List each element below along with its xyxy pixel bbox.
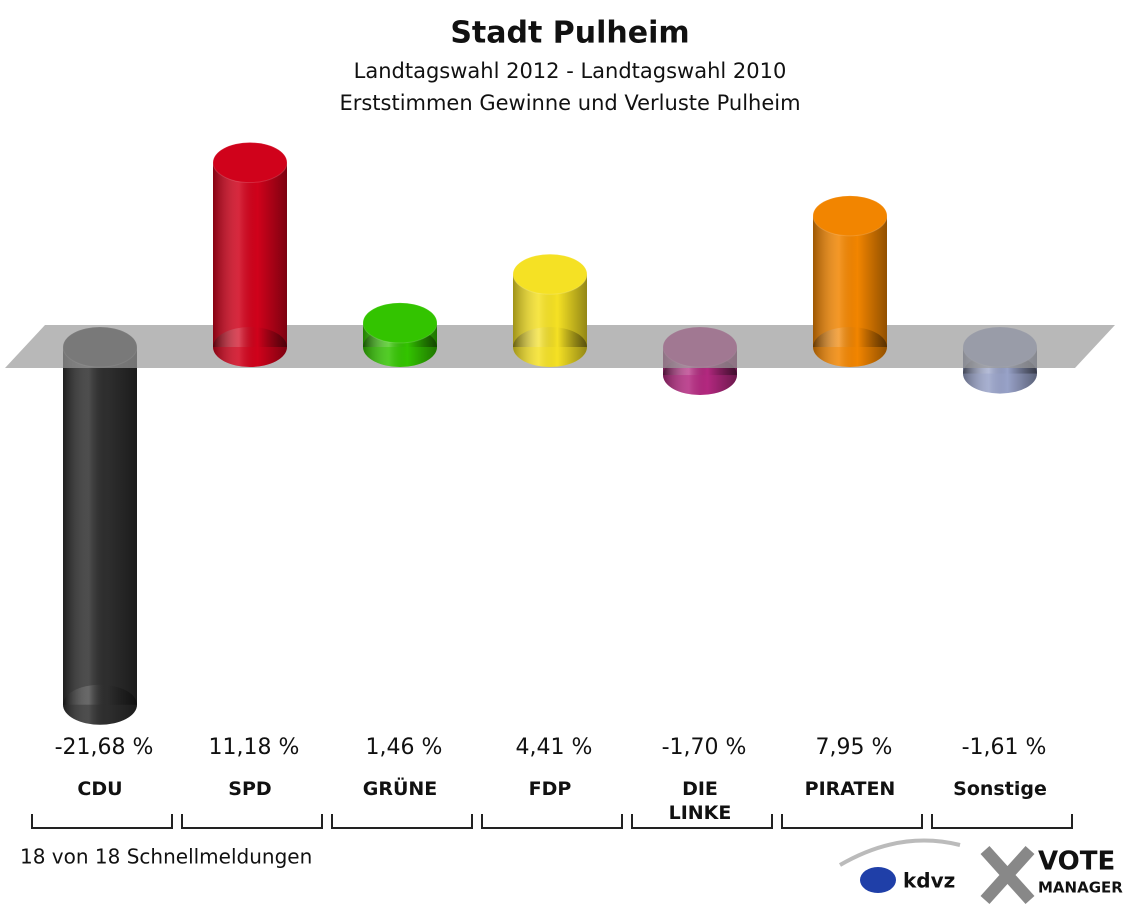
bar <box>212 142 288 367</box>
value-label: 1,46 % <box>366 735 443 760</box>
bar <box>812 195 888 367</box>
bracket <box>631 814 773 829</box>
value-label: -1,70 % <box>662 735 747 760</box>
category-label: PIRATEN <box>804 778 896 800</box>
positive-bars <box>212 142 888 367</box>
logo-swoosh <box>838 838 961 867</box>
value-label: 11,18 % <box>209 735 300 760</box>
chart-subtitle: Landtagswahl 2012 - Landtagswahl 2010 <box>354 59 787 83</box>
bar <box>62 326 138 725</box>
bracket <box>31 814 173 829</box>
bar <box>512 253 588 367</box>
bar-top <box>212 142 288 184</box>
bar-top <box>512 253 588 295</box>
bar-shade <box>813 215 887 347</box>
logo-x <box>980 845 1035 905</box>
chart-subtitle: Erststimmen Gewinne und Verluste Pulheim <box>339 91 800 115</box>
logo-text: MANAGER <box>1038 879 1123 897</box>
negative-bars <box>62 326 1038 725</box>
bracket <box>181 814 323 829</box>
bar-top <box>362 302 438 344</box>
bracket <box>481 814 623 829</box>
category-label: SPD <box>228 778 272 800</box>
category-label: CDU <box>77 778 123 800</box>
logo-text: kdvz <box>903 869 955 893</box>
value-label: -21,68 % <box>55 735 154 760</box>
bracket <box>781 814 923 829</box>
category-label: FDP <box>528 778 572 800</box>
category-label: DIE LINKE <box>668 778 732 824</box>
chart-title: Stadt Pulheim <box>450 16 689 51</box>
value-label: 7,95 % <box>816 735 893 760</box>
bar-shade <box>213 162 287 347</box>
bar-top <box>812 195 888 237</box>
value-label: -1,61 % <box>962 735 1047 760</box>
logo-ball <box>860 867 896 893</box>
bar <box>362 302 438 367</box>
logo-text: VOTE <box>1038 847 1115 877</box>
category-brackets <box>31 814 1073 829</box>
bracket <box>331 814 473 829</box>
category-label: GRÜNE <box>362 778 438 800</box>
footer-note: 18 von 18 Schnellmeldungen <box>20 845 312 869</box>
bracket <box>931 814 1073 829</box>
value-label: 4,41 % <box>516 735 593 760</box>
bar-shade <box>63 347 137 705</box>
category-label: Sonstige <box>953 778 1047 800</box>
